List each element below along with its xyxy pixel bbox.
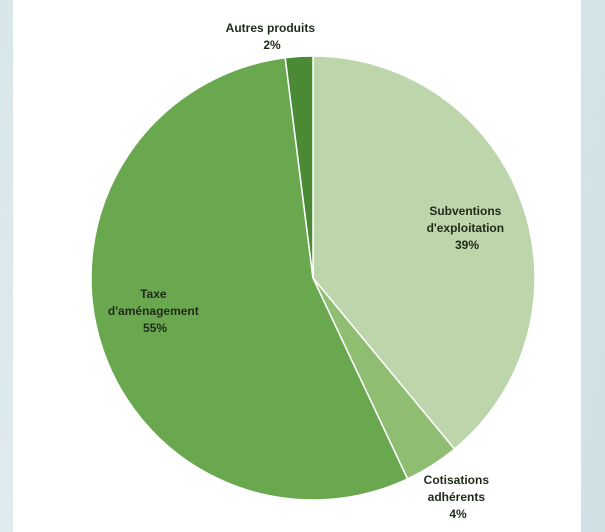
label-autres: Autres produits 2% — [226, 21, 319, 52]
slice-autres — [284, 55, 314, 279]
label-taxe: Taxe d'aménagement 55% — [108, 287, 202, 335]
label-subventions: Subventions d'exploitation 39% — [427, 204, 508, 252]
slice-taxe — [90, 56, 409, 501]
pie-slices — [90, 55, 536, 501]
label-cotisations: Cotisations adhérents 4% — [424, 473, 493, 521]
slice-subventions — [312, 55, 536, 451]
pie-labels: Subventions d'exploitation 39% Cotisatio… — [108, 21, 508, 521]
